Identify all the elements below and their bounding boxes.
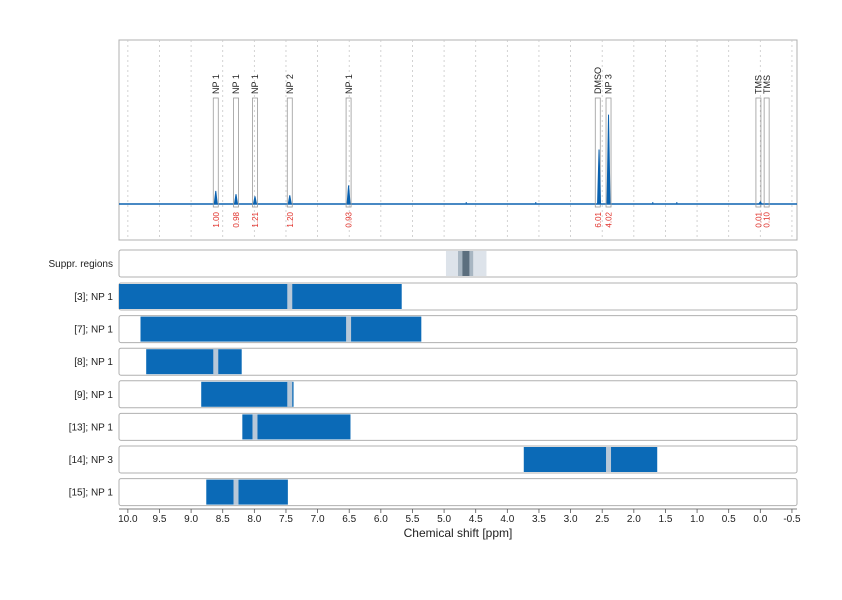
row-panel-6 (118, 478, 798, 507)
x-tick-label-8: 6.0 (374, 514, 388, 525)
row-bar-4 (242, 414, 351, 440)
annotation-integral-1: 0.98 (232, 211, 241, 227)
row-panel-2 (118, 347, 798, 376)
annotation-integral-0: 1.00 (212, 211, 221, 227)
x-tick-label-16: 2.0 (627, 514, 641, 525)
row-panel-4 (118, 412, 798, 441)
x-tick-label-6: 7.0 (311, 514, 325, 525)
row-marker-6 (233, 479, 239, 505)
row-marker-4 (252, 414, 258, 440)
suppression-core (462, 251, 470, 276)
row-label-0: [3]; NP 1 (74, 292, 113, 303)
spectrum-peak-7 (757, 200, 763, 205)
x-tick-label-1: 9.5 (153, 514, 167, 525)
annotation-box-1 (233, 97, 239, 208)
row-marker-2 (213, 349, 219, 375)
annotation-label-7: TMS (754, 75, 764, 94)
spectrum-peak-3 (287, 195, 292, 205)
row-bar-1 (140, 316, 422, 342)
spectrum-peak-1 (233, 194, 239, 205)
annotation-label-3: NP 2 (285, 74, 295, 94)
row-bar-0 (119, 284, 402, 309)
annotation-label-0: NP 1 (211, 74, 221, 94)
x-tick-label-5: 7.5 (279, 514, 293, 525)
row-bar-6 (206, 479, 288, 505)
row-marker-0 (287, 284, 293, 309)
row-label-5: [14]; NP 3 (69, 455, 114, 466)
x-tick-label-12: 4.0 (500, 514, 514, 525)
x-tick-label-21: -0.5 (783, 514, 801, 525)
x-tick-label-15: 2.5 (595, 514, 609, 525)
row-label-1: [7]; NP 1 (74, 325, 113, 336)
annotation-label-4: NP 1 (344, 74, 354, 94)
annotation-box-3 (286, 97, 293, 208)
annotation-integral-8: 0.10 (763, 211, 772, 227)
annotation-integral-2: 1.21 (251, 211, 260, 227)
annotation-integral-5: 6.01 (594, 211, 603, 227)
annotation-label-5: DMSO (593, 67, 603, 94)
x-tick-label-13: 3.5 (532, 514, 546, 525)
annotation-integral-6: 4.02 (605, 211, 614, 227)
annotation-box-8 (763, 97, 770, 208)
x-tick-label-0: 10.0 (118, 514, 138, 525)
annotation-integral-7: 0.01 (754, 211, 763, 227)
x-tick-label-9: 5.5 (406, 514, 420, 525)
row-marker-5 (606, 447, 612, 472)
row-label-2: [8]; NP 1 (74, 357, 113, 368)
x-tick-label-11: 4.5 (469, 514, 483, 525)
row-bar-5 (523, 447, 658, 472)
row-marker-1 (346, 316, 352, 342)
spectrum-peak-4 (346, 185, 351, 205)
spectrum-peak-2 (252, 196, 258, 205)
row-bar-2 (146, 349, 242, 375)
row-label-4: [13]; NP 1 (69, 422, 114, 433)
annotation-label-8: TMS (762, 75, 772, 94)
spectrum-peak-5 (597, 149, 602, 205)
row-panel-5 (118, 445, 798, 474)
spectrum-panel (118, 39, 798, 241)
annotation-label-1: NP 1 (231, 74, 241, 94)
annotation-box-6 (605, 97, 612, 208)
annotation-box-2 (252, 97, 258, 208)
annotation-integral-4: 0.93 (345, 211, 354, 227)
x-tick-label-18: 1.0 (690, 514, 704, 525)
annotation-box-0 (212, 97, 219, 208)
suppression-label: Suppr. regions (49, 259, 114, 270)
row-marker-3 (287, 381, 293, 407)
annotation-integral-3: 1.20 (286, 211, 295, 227)
x-tick-label-17: 1.5 (658, 514, 672, 525)
row-label-6: [15]; NP 1 (69, 488, 114, 499)
x-axis-label: Chemical shift [ppm] (404, 526, 513, 540)
row-bar-3 (201, 381, 294, 407)
x-tick-label-10: 5.0 (437, 514, 451, 525)
x-tick-label-4: 8.0 (247, 514, 261, 525)
annotation-box-4 (345, 97, 352, 208)
annotation-box-5 (594, 97, 601, 208)
x-tick-label-7: 6.5 (342, 514, 356, 525)
spectrum-peak-6 (606, 114, 611, 205)
annotation-label-2: NP 1 (250, 74, 260, 94)
annotation-box-7 (755, 97, 762, 208)
x-tick-label-19: 0.5 (722, 514, 736, 525)
spectrum-peak-0 (213, 190, 218, 205)
annotation-label-6: NP 3 (604, 74, 614, 94)
x-tick-label-14: 3.0 (564, 514, 578, 525)
row-label-3: [9]; NP 1 (74, 390, 113, 401)
x-tick-label-20: 0.0 (753, 514, 767, 525)
x-tick-label-2: 9.0 (184, 514, 198, 525)
x-tick-label-3: 8.5 (216, 514, 230, 525)
